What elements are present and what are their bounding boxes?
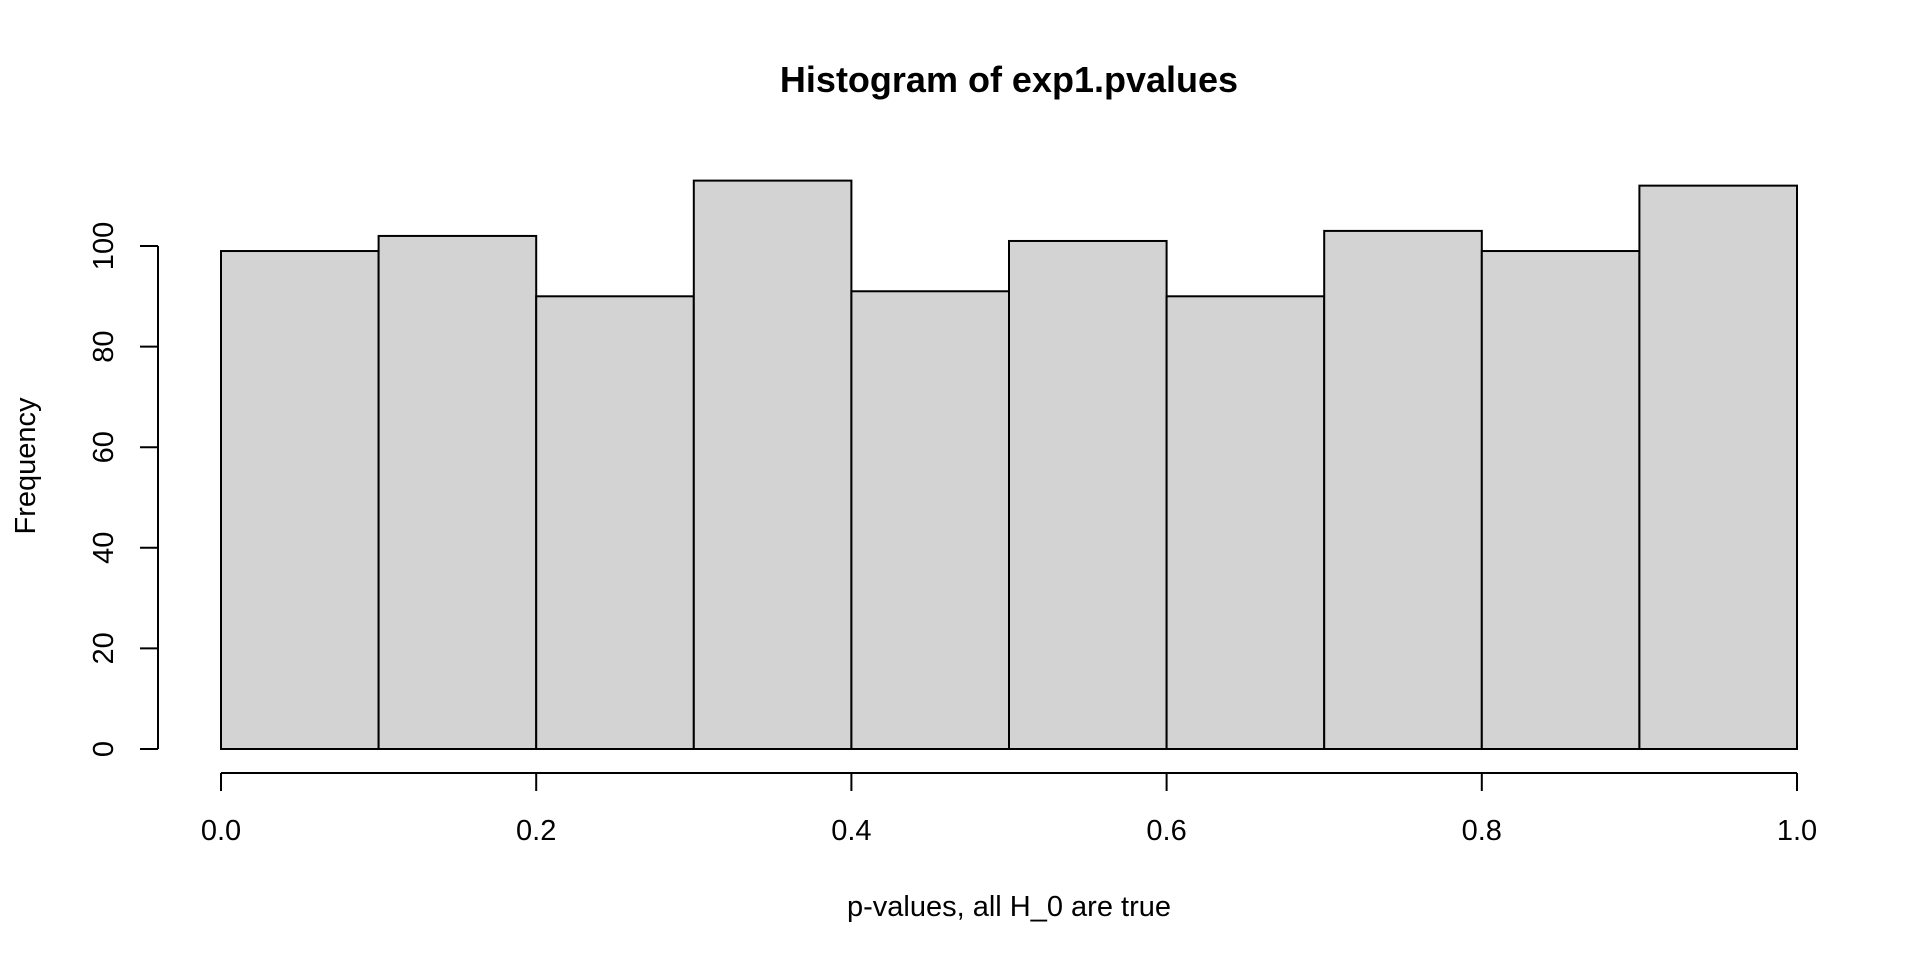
y-tick-label-2: 40	[88, 532, 120, 564]
histogram-bar-0	[220, 250, 380, 750]
histogram-bar-7	[1323, 229, 1483, 751]
x-tick-label-3: 0.6	[1146, 815, 1186, 847]
y-tick-label-3: 60	[88, 431, 120, 463]
x-axis: 0.0 0.2 0.4 0.6 0.8 1.0	[201, 772, 1817, 847]
x-tick-label-4: 0.8	[1462, 815, 1502, 847]
histogram-bar-2	[535, 295, 695, 750]
histogram-bar-8	[1480, 250, 1641, 750]
x-tick-label-5: 1.0	[1777, 815, 1817, 847]
y-tick-label-4: 80	[88, 330, 120, 362]
y-tick-label-5: 100	[88, 222, 120, 270]
y-tick-label-1: 20	[88, 632, 120, 664]
histogram-bar-4	[850, 290, 1011, 750]
histogram-bar-6	[1165, 295, 1326, 750]
bars-group	[220, 179, 1799, 751]
histogram-bar-1	[377, 234, 538, 750]
x-axis-label: p-values, all H_0 are true	[847, 891, 1171, 923]
x-tick-label-0: 0.0	[201, 815, 241, 847]
y-axis: 0 20 40 60 80 100	[88, 222, 159, 757]
y-axis-label: Frequency	[10, 397, 42, 535]
y-tick-label-0: 0	[88, 741, 120, 757]
histogram-bar-9	[1638, 184, 1799, 750]
x-tick-label-2: 0.4	[831, 815, 871, 847]
histogram-bar-3	[692, 179, 853, 751]
x-tick-label-1: 0.2	[516, 815, 556, 847]
chart-title: Histogram of exp1.pvalues	[780, 59, 1238, 100]
histogram-bar-5	[1008, 239, 1168, 750]
